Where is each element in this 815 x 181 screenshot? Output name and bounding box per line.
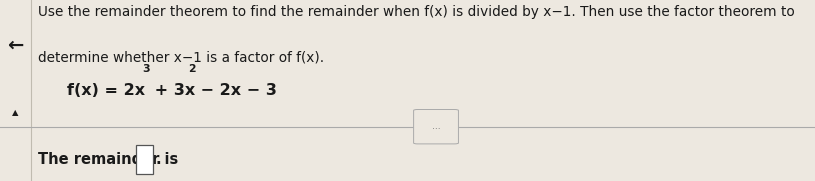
Text: ▲: ▲ xyxy=(12,108,19,117)
Text: determine whether x−1 is a factor of f(x).: determine whether x−1 is a factor of f(x… xyxy=(38,51,324,65)
Text: + 3x: + 3x xyxy=(149,83,196,98)
Text: 3: 3 xyxy=(143,64,150,74)
FancyBboxPatch shape xyxy=(414,110,459,144)
Text: − 2x − 3: − 2x − 3 xyxy=(195,83,276,98)
Text: Use the remainder theorem to find the remainder when f(x) is divided by x−1. The: Use the remainder theorem to find the re… xyxy=(38,5,795,19)
Text: ...: ... xyxy=(432,122,440,131)
Text: .: . xyxy=(155,152,161,167)
Text: ←: ← xyxy=(7,36,24,55)
Text: f(x) = 2x: f(x) = 2x xyxy=(67,83,145,98)
Text: 2: 2 xyxy=(188,64,196,74)
Text: The remainder is: The remainder is xyxy=(38,152,178,167)
FancyBboxPatch shape xyxy=(136,145,152,174)
